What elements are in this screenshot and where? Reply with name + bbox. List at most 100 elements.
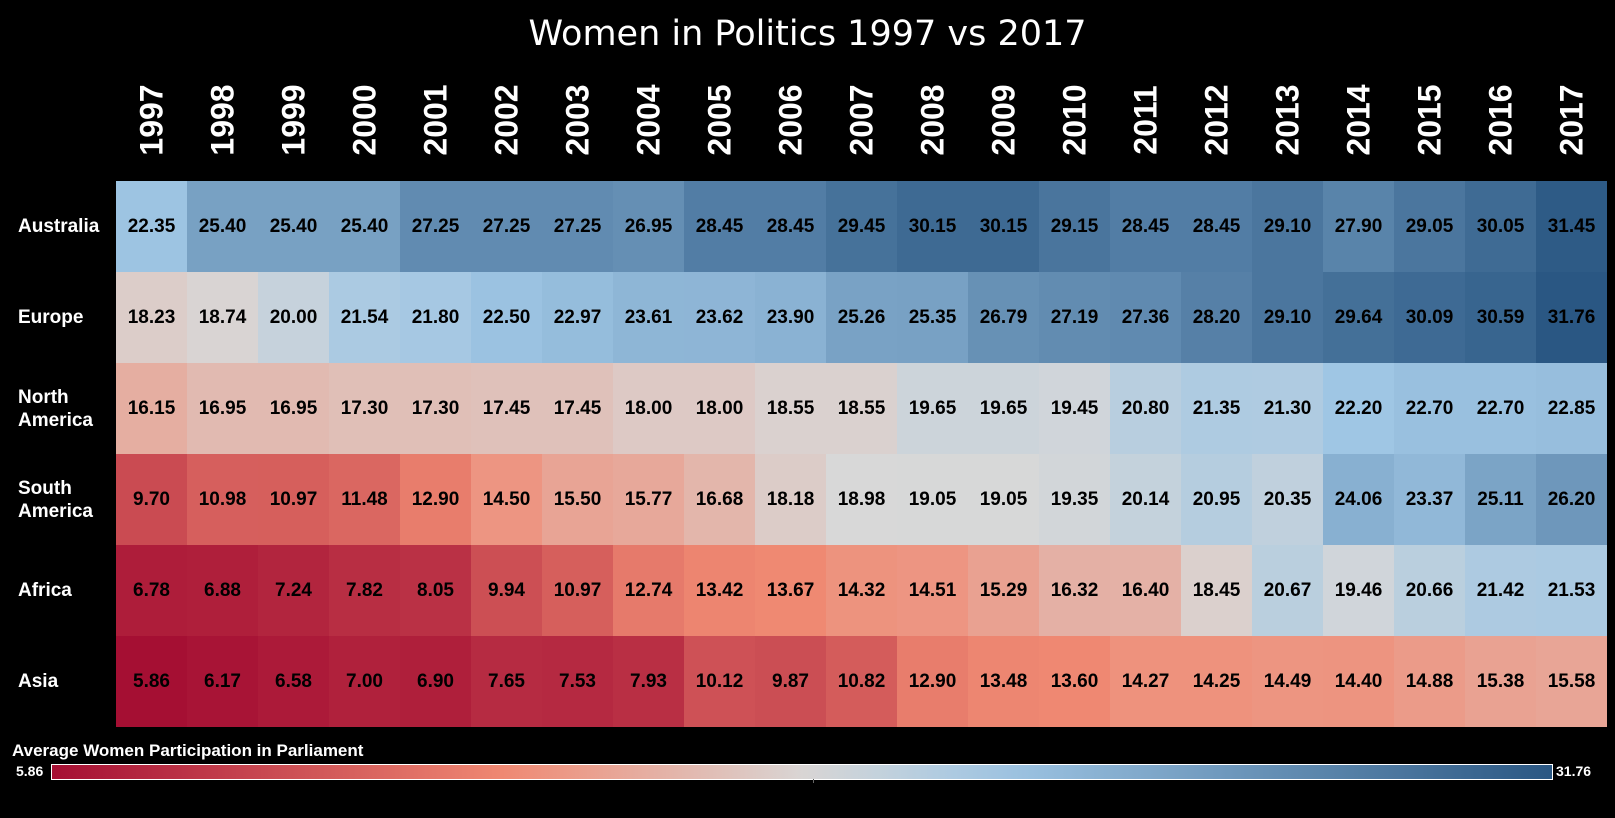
row-label-europe: Europe bbox=[18, 307, 84, 328]
heatmap-cell: 13.60 bbox=[1039, 636, 1110, 727]
legend-min-label: 5.86 bbox=[16, 763, 44, 779]
heatmap-cell: 14.25 bbox=[1181, 636, 1252, 727]
heatmap-cell: 12.90 bbox=[400, 454, 471, 545]
heatmap-cell: 15.50 bbox=[542, 454, 613, 545]
heatmap-cell: 16.95 bbox=[187, 363, 258, 454]
year-label-text: 2014 bbox=[1340, 84, 1376, 156]
heatmap-cell: 22.85 bbox=[1536, 363, 1607, 454]
heatmap-cell: 18.00 bbox=[684, 363, 755, 454]
heatmap-cell: 18.55 bbox=[755, 363, 826, 454]
year-label-text: 2005 bbox=[701, 84, 737, 156]
heatmap-cell: 22.70 bbox=[1465, 363, 1536, 454]
heatmap-cell: 20.35 bbox=[1252, 454, 1323, 545]
legend-title: Average Women Participation in Parliamen… bbox=[12, 741, 364, 760]
heatmap-cell: 29.10 bbox=[1252, 272, 1323, 363]
heatmap-cell: 6.58 bbox=[258, 636, 329, 727]
heatmap-cell: 6.88 bbox=[187, 545, 258, 636]
heatmap-cell: 7.93 bbox=[613, 636, 684, 727]
heatmap-cell: 10.82 bbox=[826, 636, 897, 727]
heatmap-cell: 17.45 bbox=[471, 363, 542, 454]
heatmap-cell: 26.95 bbox=[613, 181, 684, 272]
heatmap-cell: 19.46 bbox=[1323, 545, 1394, 636]
year-label-text: 1999 bbox=[275, 84, 311, 156]
year-label-text: 2009 bbox=[985, 84, 1021, 156]
legend-center-tick bbox=[813, 779, 814, 783]
heatmap-cell: 10.98 bbox=[187, 454, 258, 545]
heatmap-cell: 21.54 bbox=[329, 272, 400, 363]
heatmap-cell: 31.45 bbox=[1536, 181, 1607, 272]
heatmap-cell: 20.80 bbox=[1110, 363, 1181, 454]
heatmap-cell: 25.35 bbox=[897, 272, 968, 363]
heatmap-cell: 30.15 bbox=[897, 181, 968, 272]
year-label-text: 2003 bbox=[559, 84, 595, 156]
heatmap-cell: 17.45 bbox=[542, 363, 613, 454]
row-label-africa: Africa bbox=[18, 580, 72, 601]
heatmap-cell: 18.45 bbox=[1181, 545, 1252, 636]
heatmap-cell: 10.97 bbox=[258, 454, 329, 545]
heatmap-cell: 21.35 bbox=[1181, 363, 1252, 454]
heatmap-cell: 25.40 bbox=[187, 181, 258, 272]
year-label-text: 2012 bbox=[1198, 84, 1234, 156]
heatmap-cell: 24.06 bbox=[1323, 454, 1394, 545]
year-label-text: 2011 bbox=[1127, 85, 1163, 155]
heatmap-cell: 14.51 bbox=[897, 545, 968, 636]
heatmap-cell: 16.32 bbox=[1039, 545, 1110, 636]
heatmap-cell: 7.65 bbox=[471, 636, 542, 727]
heatmap-cell: 27.19 bbox=[1039, 272, 1110, 363]
heatmap-cell: 19.35 bbox=[1039, 454, 1110, 545]
heatmap-cell: 21.80 bbox=[400, 272, 471, 363]
year-label-text: 2010 bbox=[1056, 84, 1092, 156]
heatmap-cell: 16.95 bbox=[258, 363, 329, 454]
heatmap-cell: 22.97 bbox=[542, 272, 613, 363]
heatmap-cell: 16.40 bbox=[1110, 545, 1181, 636]
heatmap-cell: 17.30 bbox=[400, 363, 471, 454]
heatmap-cell: 8.05 bbox=[400, 545, 471, 636]
heatmap-cell: 13.67 bbox=[755, 545, 826, 636]
heatmap-cell: 15.77 bbox=[613, 454, 684, 545]
heatmap-cell: 7.24 bbox=[258, 545, 329, 636]
heatmap-cell: 25.40 bbox=[258, 181, 329, 272]
heatmap-cell: 10.12 bbox=[684, 636, 755, 727]
year-label-text: 2007 bbox=[843, 84, 879, 156]
heatmap-cell: 17.30 bbox=[329, 363, 400, 454]
heatmap-cell: 21.30 bbox=[1252, 363, 1323, 454]
heatmap-cell: 27.25 bbox=[400, 181, 471, 272]
row-label-australia: Australia bbox=[18, 216, 100, 237]
chart-title: Women in Politics 1997 vs 2017 bbox=[528, 14, 1087, 54]
heatmap-cell: 12.74 bbox=[613, 545, 684, 636]
heatmap-cell: 14.50 bbox=[471, 454, 542, 545]
heatmap-cell: 26.20 bbox=[1536, 454, 1607, 545]
heatmap-cell: 26.79 bbox=[968, 272, 1039, 363]
heatmap-cell: 6.78 bbox=[116, 545, 187, 636]
heatmap-cell: 28.45 bbox=[1181, 181, 1252, 272]
heatmap-cell: 19.65 bbox=[897, 363, 968, 454]
heatmap-cell: 15.29 bbox=[968, 545, 1039, 636]
heatmap-cell: 23.62 bbox=[684, 272, 755, 363]
heatmap-cell: 29.64 bbox=[1323, 272, 1394, 363]
row-label-north-america: North America bbox=[18, 386, 93, 431]
year-label-text: 2000 bbox=[346, 84, 382, 156]
heatmap-cell: 7.82 bbox=[329, 545, 400, 636]
year-label-text: 2015 bbox=[1411, 84, 1447, 156]
heatmap-cell: 21.42 bbox=[1465, 545, 1536, 636]
heatmap-cell: 9.70 bbox=[116, 454, 187, 545]
heatmap-cell: 27.25 bbox=[471, 181, 542, 272]
heatmap-cell: 10.97 bbox=[542, 545, 613, 636]
heatmap-cell: 7.00 bbox=[329, 636, 400, 727]
heatmap-cell: 23.61 bbox=[613, 272, 684, 363]
year-label-text: 2002 bbox=[488, 84, 524, 156]
heatmap-cell: 25.11 bbox=[1465, 454, 1536, 545]
heatmap-cell: 16.15 bbox=[116, 363, 187, 454]
heatmap-cell: 18.98 bbox=[826, 454, 897, 545]
heatmap-cell: 19.05 bbox=[897, 454, 968, 545]
heatmap-cell: 11.48 bbox=[329, 454, 400, 545]
year-label-text: 2004 bbox=[630, 84, 666, 156]
heatmap-cell: 14.49 bbox=[1252, 636, 1323, 727]
heatmap-cell: 9.94 bbox=[471, 545, 542, 636]
heatmap-cell: 19.05 bbox=[968, 454, 1039, 545]
year-label-text: 2017 bbox=[1553, 84, 1589, 156]
heatmap-cell: 28.45 bbox=[684, 181, 755, 272]
heatmap-cell: 5.86 bbox=[116, 636, 187, 727]
year-label-text: 2013 bbox=[1269, 84, 1305, 156]
row-label-asia: Asia bbox=[18, 671, 59, 692]
